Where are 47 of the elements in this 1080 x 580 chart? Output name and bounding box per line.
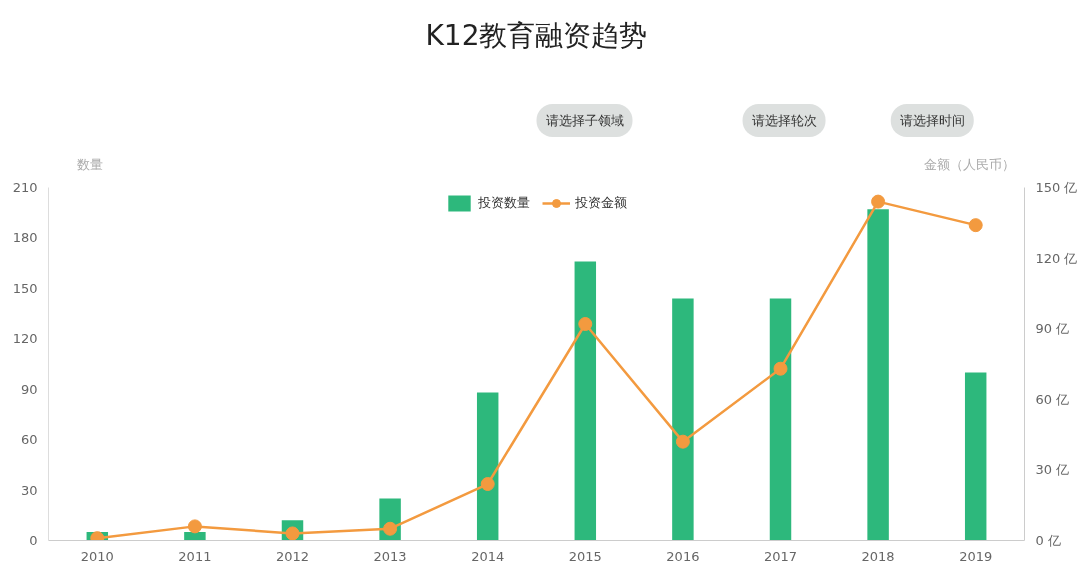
point — [578, 317, 593, 331]
chart-title: K12教育融资趋势 — [425, 19, 648, 52]
y-axis-title: 数量 — [77, 156, 104, 172]
bar — [184, 532, 206, 541]
bar — [769, 298, 792, 541]
x-tick-label: 2015 — [568, 548, 602, 564]
y2-tick-label: 90 亿 — [1035, 321, 1070, 337]
y2-tick-label: 120 亿 — [1035, 250, 1078, 266]
x-tick-label: 2013 — [373, 548, 407, 564]
y2-tick-label: 0 亿 — [1035, 533, 1061, 548]
x-tick-label: 2018 — [861, 548, 895, 564]
y2-tick-label: 30 亿 — [1035, 462, 1070, 478]
point — [675, 434, 690, 449]
y-tick-label: 210 — [12, 180, 38, 195]
y-tick-label: 30 — [20, 482, 38, 498]
point — [773, 361, 788, 376]
legend-label: 投资数量 — [478, 194, 530, 212]
point — [480, 477, 495, 492]
point — [968, 218, 983, 233]
bar — [476, 392, 499, 541]
x-tick-label: 2016 — [666, 548, 700, 564]
point — [871, 194, 886, 209]
y-tick-label: 120 — [12, 331, 38, 347]
y-tick-label: 90 — [20, 381, 38, 397]
y2-tick-label: 60 亿 — [1035, 391, 1070, 407]
legend-label: 投资金额 — [575, 194, 627, 212]
point — [187, 519, 202, 534]
text: 请选择轮次 — [751, 113, 817, 128]
y-tick-label: 180 — [12, 230, 38, 246]
point — [383, 521, 398, 536]
x-tick-label: 2010 — [80, 548, 114, 564]
text: 请选择时间 — [899, 113, 965, 128]
y-tick-label: 60 — [20, 432, 38, 448]
bar — [867, 209, 889, 541]
bar — [672, 298, 694, 541]
x-tick-label: 2014 — [471, 548, 505, 564]
y-tick-label: 0 — [29, 533, 38, 548]
x-tick-label: 2019 — [959, 548, 993, 564]
x-tick-label: 2011 — [178, 548, 212, 564]
y2-tick-label: 150 亿 — [1035, 180, 1078, 195]
x-tick-label: 2017 — [763, 548, 798, 564]
y2-axis-title: 金额（人民币） — [924, 156, 1016, 172]
bar — [574, 261, 597, 541]
text: 请选择子领域 — [545, 113, 624, 128]
bar — [964, 372, 987, 541]
y-tick-label: 150 — [12, 280, 38, 296]
x-tick-label: 2012 — [275, 548, 310, 564]
